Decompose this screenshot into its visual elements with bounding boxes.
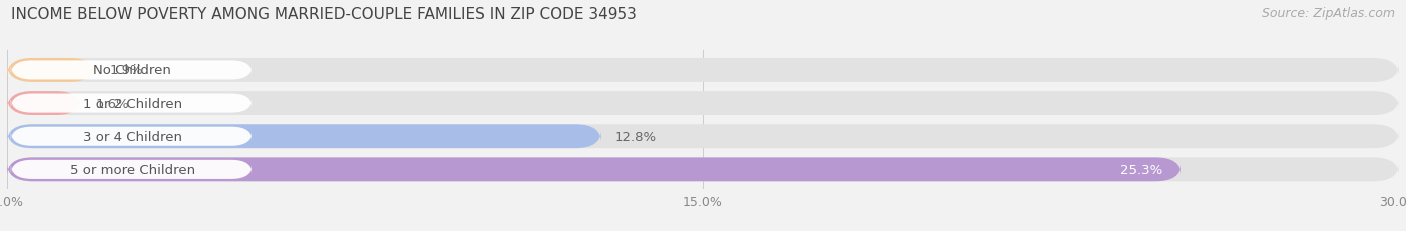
FancyBboxPatch shape: [7, 92, 82, 116]
FancyBboxPatch shape: [7, 158, 1181, 182]
Text: Source: ZipAtlas.com: Source: ZipAtlas.com: [1261, 7, 1395, 20]
FancyBboxPatch shape: [11, 61, 252, 80]
FancyBboxPatch shape: [7, 158, 1399, 182]
FancyBboxPatch shape: [7, 125, 1399, 149]
Text: No Children: No Children: [93, 64, 172, 77]
FancyBboxPatch shape: [7, 59, 1399, 82]
FancyBboxPatch shape: [7, 125, 600, 149]
Text: 1.6%: 1.6%: [96, 97, 129, 110]
Text: 25.3%: 25.3%: [1121, 163, 1163, 176]
FancyBboxPatch shape: [7, 59, 96, 82]
Text: 1.9%: 1.9%: [110, 64, 143, 77]
Text: 3 or 4 Children: 3 or 4 Children: [83, 130, 181, 143]
Text: INCOME BELOW POVERTY AMONG MARRIED-COUPLE FAMILIES IN ZIP CODE 34953: INCOME BELOW POVERTY AMONG MARRIED-COUPL…: [11, 7, 637, 22]
Text: 5 or more Children: 5 or more Children: [70, 163, 195, 176]
FancyBboxPatch shape: [7, 92, 1399, 116]
FancyBboxPatch shape: [11, 160, 252, 179]
FancyBboxPatch shape: [11, 94, 252, 113]
FancyBboxPatch shape: [11, 127, 252, 146]
Text: 12.8%: 12.8%: [614, 130, 657, 143]
Text: 1 or 2 Children: 1 or 2 Children: [83, 97, 181, 110]
